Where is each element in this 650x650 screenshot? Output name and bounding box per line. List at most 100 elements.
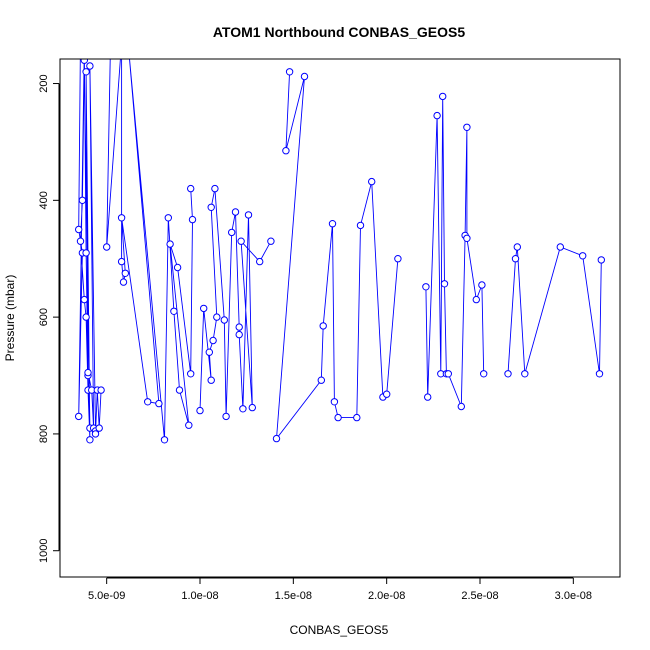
chart-title: ATOM1 Northbound CONBAS_GEOS5 (213, 24, 465, 40)
data-point (118, 39, 124, 45)
x-tick-label: 5.0e-09 (88, 590, 125, 602)
data-point (78, 196, 87, 205)
data-point (480, 370, 488, 378)
data-point (86, 62, 94, 70)
data-point (356, 221, 365, 230)
data-point (84, 368, 92, 377)
series-line-6 (507, 246, 602, 374)
x-tick-label: 3.0e-08 (555, 590, 592, 602)
data-point (117, 214, 126, 222)
data-point (107, 45, 113, 51)
data-point (95, 424, 103, 432)
data-point (155, 399, 163, 408)
data-point (330, 398, 339, 406)
data-point (164, 214, 173, 222)
data-point (207, 376, 215, 384)
x-axis: 5.0e-09 1.0e-08 1.5e-08 2.0e-08 2.5e-08 3.0e-… (88, 577, 592, 602)
data-point (103, 243, 111, 251)
data-point (231, 208, 240, 216)
data-point (228, 228, 236, 237)
x-tick-label: 1.0e-08 (181, 590, 218, 602)
data-point (82, 249, 90, 257)
data-point (170, 307, 178, 315)
data-point (433, 111, 441, 120)
data-point (248, 403, 257, 412)
data-point (595, 370, 604, 378)
data-point (394, 255, 402, 263)
data-point (579, 252, 587, 260)
data-point (504, 370, 512, 378)
data-point (209, 336, 217, 345)
data-point (237, 237, 245, 245)
data-point (75, 412, 83, 421)
data-point (121, 269, 130, 277)
data-point (319, 322, 327, 330)
data-point (205, 348, 214, 356)
data-point (353, 413, 361, 422)
series-layer (75, 34, 605, 444)
data-point (160, 436, 169, 444)
data-point (213, 313, 221, 321)
data-point (282, 147, 290, 155)
y-tick-label: 600 (38, 308, 50, 326)
data-point (82, 313, 90, 321)
y-tick-label: 800 (38, 425, 50, 443)
data-point (82, 68, 90, 76)
y-axis-label: Pressure (mbar) (3, 275, 17, 362)
data-point (77, 34, 83, 40)
data-point (457, 402, 465, 411)
data-point (478, 281, 486, 289)
data-point (239, 405, 247, 413)
data-point (86, 436, 94, 444)
data-point (119, 278, 128, 286)
data-point (317, 376, 325, 384)
data-point (81, 45, 87, 51)
x-axis-label: CONBAS_GEOS5 (290, 623, 389, 637)
data-point (439, 92, 447, 101)
data-point (166, 240, 174, 248)
data-point (200, 304, 208, 313)
data-point (211, 184, 219, 193)
data-point (235, 323, 243, 331)
data-point (76, 237, 85, 245)
series-line-5 (425, 96, 485, 407)
data-point (422, 283, 430, 291)
data-point (75, 225, 83, 234)
x-tick-label: 2.5e-08 (461, 590, 498, 602)
data-point (444, 370, 452, 378)
series-line-2 (106, 59, 193, 440)
y-tick-label: 200 (38, 74, 50, 92)
data-point (187, 370, 195, 378)
data-point (511, 255, 520, 263)
data-point (368, 177, 376, 186)
data-point (472, 295, 480, 304)
data-point (80, 295, 89, 304)
data-point (424, 393, 432, 401)
x-tick-label: 1.5e-08 (275, 590, 312, 602)
data-point (196, 406, 204, 415)
data-point (267, 237, 275, 245)
data-point (117, 257, 126, 266)
data-point (597, 256, 605, 264)
data-point (185, 421, 193, 429)
data-point (220, 316, 229, 324)
y-tick-label: 1000 (38, 538, 50, 562)
data-point (328, 220, 337, 228)
data-point (80, 59, 88, 64)
data-point (285, 68, 294, 76)
data-point (334, 413, 342, 422)
data-point (188, 215, 197, 224)
data-point (97, 386, 105, 394)
data-point (235, 330, 243, 339)
data-point (440, 280, 449, 288)
data-point (300, 72, 309, 81)
data-point (173, 263, 182, 272)
data-point (383, 390, 391, 398)
data-point (272, 434, 281, 443)
data-point (556, 243, 564, 251)
y-axis: 200 400 600 800 1000 (38, 74, 60, 563)
series-line-4 (275, 71, 399, 441)
data-point (126, 51, 132, 57)
data-point (463, 123, 471, 132)
